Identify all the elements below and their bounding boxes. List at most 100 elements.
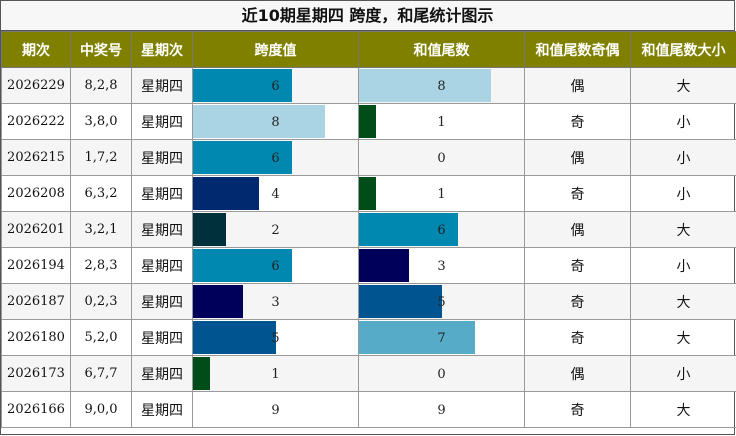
tail-label: 8 [437, 78, 446, 94]
weekday-cell: 星期四 [131, 355, 193, 392]
weekday-cell: 星期四 [131, 247, 193, 284]
span-label: 4 [271, 186, 280, 202]
numbers-cell: 5,2,0 [70, 319, 132, 356]
weekday-cell: 星期四 [131, 211, 193, 248]
span-label: 5 [271, 330, 280, 346]
size-cell: 小 [630, 139, 736, 176]
size-cell: 大 [630, 283, 736, 320]
parity-cell: 奇 [524, 103, 631, 140]
span-label: 3 [271, 294, 280, 310]
weekday-cell: 星期四 [131, 139, 193, 176]
numbers-cell: 6,7,7 [70, 355, 132, 392]
numbers-cell: 6,3,2 [70, 175, 132, 212]
span-cell: 4 [192, 175, 359, 212]
tail-label: 3 [437, 258, 446, 274]
span-cell: 9 [192, 391, 359, 428]
period-cell: 2026194 [1, 247, 71, 284]
tail-label: 1 [437, 114, 446, 130]
size-cell: 小 [630, 175, 736, 212]
tail-cell: 7 [358, 319, 525, 356]
size-cell: 大 [630, 211, 736, 248]
parity-cell: 奇 [524, 175, 631, 212]
period-cell: 2026222 [1, 103, 71, 140]
header-period: 期次 [1, 31, 71, 68]
period-cell: 2026229 [1, 67, 71, 104]
size-cell: 大 [630, 67, 736, 104]
table-row: 2026166 9,0,0 星期四 9 9 奇大 [1, 391, 736, 428]
parity-cell: 偶 [524, 139, 631, 176]
span-label: 6 [271, 258, 280, 274]
tail-bar [359, 321, 475, 354]
tail-label: 5 [437, 294, 446, 310]
size-cell: 小 [630, 103, 736, 140]
span-label: 1 [271, 366, 280, 382]
tail-bar [359, 105, 376, 138]
tail-label: 0 [437, 150, 446, 166]
span-label: 6 [271, 150, 280, 166]
span-cell: 3 [192, 283, 359, 320]
tail-bar [359, 213, 458, 246]
header-tail: 和值尾数 [358, 31, 525, 68]
span-label: 6 [271, 78, 280, 94]
weekday-cell: 星期四 [131, 67, 193, 104]
size-cell: 小 [630, 247, 736, 284]
numbers-cell: 0,2,3 [70, 283, 132, 320]
header-row: 期次 中奖号 星期次 跨度值 和值尾数 和值尾数奇偶 和值尾数大小 [1, 31, 736, 68]
tail-cell: 3 [358, 247, 525, 284]
weekday-cell: 星期四 [131, 175, 193, 212]
table-row: 2026180 5,2,0 星期四 5 7 奇大 [1, 319, 736, 356]
size-cell: 小 [630, 355, 736, 392]
tail-label: 7 [437, 330, 446, 346]
period-cell: 2026180 [1, 319, 71, 356]
span-label: 2 [271, 222, 280, 238]
table-row: 2026187 0,2,3 星期四 3 5 奇大 [1, 283, 736, 320]
tail-label: 0 [437, 366, 446, 382]
numbers-cell: 2,8,3 [70, 247, 132, 284]
size-cell: 大 [630, 391, 736, 428]
numbers-cell: 3,8,0 [70, 103, 132, 140]
span-bar [193, 69, 292, 102]
table-row: 2026229 8,2,8 星期四 6 8 偶大 [1, 67, 736, 104]
tail-cell: 6 [358, 211, 525, 248]
span-cell: 8 [192, 103, 359, 140]
header-size: 和值尾数大小 [630, 31, 736, 68]
parity-cell: 奇 [524, 391, 631, 428]
weekday-cell: 星期四 [131, 391, 193, 428]
tail-bar [359, 249, 409, 282]
table-row: 2026215 1,7,2 星期四 6 0 偶小 [1, 139, 736, 176]
span-bar [193, 105, 325, 138]
tail-bar [359, 177, 376, 210]
parity-cell: 偶 [524, 67, 631, 104]
tail-cell: 0 [358, 355, 525, 392]
table-row: 2026222 3,8,0 星期四 8 1 奇小 [1, 103, 736, 140]
header-span: 跨度值 [192, 31, 359, 68]
numbers-cell: 1,7,2 [70, 139, 132, 176]
numbers-cell: 3,2,1 [70, 211, 132, 248]
tail-bar [359, 393, 508, 426]
parity-cell: 奇 [524, 247, 631, 284]
span-bar [193, 357, 210, 390]
tail-cell: 0 [358, 139, 525, 176]
period-cell: 2026215 [1, 139, 71, 176]
span-label: 9 [271, 402, 280, 418]
span-bar [193, 177, 259, 210]
parity-cell: 偶 [524, 355, 631, 392]
table-body: 2026229 8,2,8 星期四 6 8 偶大 2026222 3,8,0 星期四 8 1 奇小 20… [1, 67, 736, 428]
span-bar [193, 393, 342, 426]
table-row: 2026208 6,3,2 星期四 4 1 奇小 [1, 175, 736, 212]
numbers-cell: 9,0,0 [70, 391, 132, 428]
table-row: 2026201 3,2,1 星期四 2 6 偶大 [1, 211, 736, 248]
period-cell: 2026208 [1, 175, 71, 212]
span-cell: 6 [192, 67, 359, 104]
weekday-cell: 星期四 [131, 103, 193, 140]
tail-cell: 8 [358, 67, 525, 104]
span-cell: 2 [192, 211, 359, 248]
period-cell: 2026187 [1, 283, 71, 320]
size-cell: 大 [630, 319, 736, 356]
weekday-cell: 星期四 [131, 283, 193, 320]
header-weekday: 星期次 [131, 31, 193, 68]
tail-label: 9 [437, 402, 446, 418]
parity-cell: 奇 [524, 283, 631, 320]
span-cell: 6 [192, 139, 359, 176]
